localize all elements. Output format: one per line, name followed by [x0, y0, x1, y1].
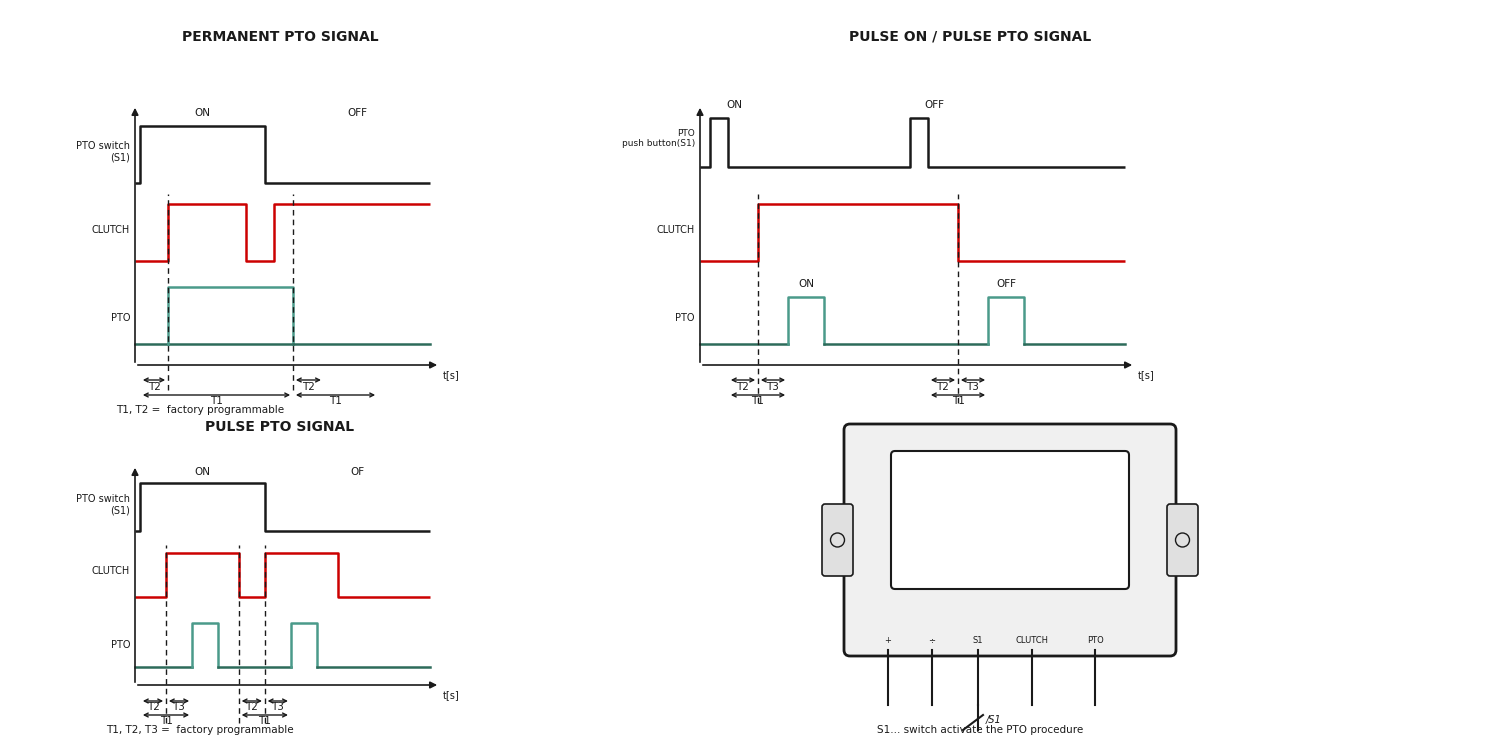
Text: T2: T2 [147, 703, 159, 712]
Text: S1: S1 [972, 636, 982, 645]
Text: PERMANENT PTO SIGNAL: PERMANENT PTO SIGNAL [182, 30, 378, 44]
Text: PTO: PTO [111, 640, 130, 650]
FancyBboxPatch shape [844, 424, 1176, 656]
Text: T1: T1 [951, 397, 964, 406]
Text: T2: T2 [302, 382, 315, 392]
FancyBboxPatch shape [891, 451, 1130, 589]
Text: OFF: OFF [996, 280, 1016, 290]
Text: T1: T1 [210, 397, 224, 406]
Text: PTO
push button(S1): PTO push button(S1) [621, 129, 695, 149]
Text: T1: T1 [258, 716, 272, 727]
Text: T1, T2 =  factory programmable: T1, T2 = factory programmable [116, 405, 284, 415]
Text: T3: T3 [272, 703, 284, 712]
Text: t[s]: t[s] [442, 370, 459, 380]
Text: ÷: ÷ [928, 636, 936, 645]
Text: CLUTCH: CLUTCH [92, 566, 130, 575]
Text: T3: T3 [766, 382, 780, 392]
Text: T2: T2 [246, 703, 258, 712]
Text: OF: OF [351, 466, 364, 476]
Text: T3: T3 [172, 703, 186, 712]
Text: S1... switch activate the PTO procedure: S1... switch activate the PTO procedure [878, 725, 1083, 735]
Text: t[s]: t[s] [442, 690, 459, 700]
Text: CLUTCH: CLUTCH [92, 225, 130, 235]
Text: PTO: PTO [675, 314, 694, 323]
Text: t[s]: t[s] [1138, 370, 1155, 380]
Text: PTO switch
(S1): PTO switch (S1) [76, 494, 130, 515]
FancyBboxPatch shape [1167, 504, 1198, 576]
FancyBboxPatch shape [822, 504, 854, 576]
Text: PULSE PTO SIGNAL: PULSE PTO SIGNAL [206, 420, 354, 434]
Text: OFF: OFF [924, 100, 944, 110]
Text: PULSE ON / PULSE PTO SIGNAL: PULSE ON / PULSE PTO SIGNAL [849, 30, 1090, 44]
Text: T3: T3 [966, 382, 980, 392]
Text: T1, T2, T3 =  factory programmable: T1, T2, T3 = factory programmable [106, 725, 294, 735]
Text: T1: T1 [752, 397, 765, 406]
Text: T2: T2 [147, 382, 160, 392]
Text: PTO: PTO [111, 314, 130, 323]
Text: CLUTCH: CLUTCH [657, 225, 694, 235]
Text: ON: ON [195, 466, 210, 476]
Text: CLUTCH: CLUTCH [1016, 636, 1048, 645]
Text: ON: ON [195, 108, 210, 118]
Text: T2: T2 [736, 382, 750, 392]
Text: +: + [885, 636, 891, 645]
Text: T1: T1 [159, 716, 172, 727]
Text: /S1: /S1 [986, 715, 1002, 725]
Text: T2: T2 [936, 382, 950, 392]
Text: ON: ON [726, 100, 742, 110]
Text: OFF: OFF [348, 108, 368, 118]
Text: T1: T1 [328, 397, 342, 406]
Text: PTO: PTO [1086, 636, 1104, 645]
Text: PTO switch
(S1): PTO switch (S1) [76, 141, 130, 163]
Text: ON: ON [798, 280, 814, 290]
